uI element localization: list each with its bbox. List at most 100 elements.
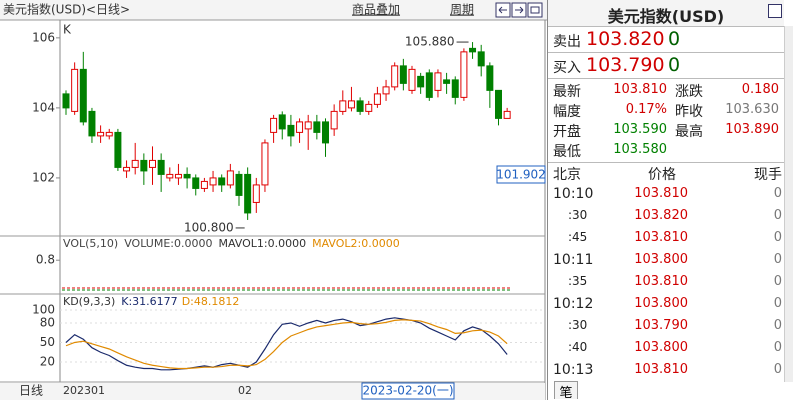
- column-header: 现手: [754, 167, 782, 183]
- tick-size: 0: [773, 318, 782, 333]
- panel-button[interactable]: [768, 4, 782, 18]
- candle-body: [486, 65, 494, 91]
- candle-body: [218, 177, 226, 186]
- candle-body: [425, 72, 433, 98]
- candle-body: [495, 89, 502, 119]
- button[interactable]: [527, 2, 543, 18]
- tick-price: 103.800: [634, 296, 688, 311]
- tick-size: 0: [773, 340, 782, 355]
- stat-value: 0.180: [741, 82, 779, 97]
- period-link[interactable]: 周期: [450, 3, 474, 17]
- quote-price: 103.820: [586, 28, 665, 50]
- candle-body: [149, 159, 156, 168]
- candle-body: [261, 142, 269, 186]
- candle-body: [296, 121, 304, 133]
- candle-body: [140, 159, 148, 172]
- candle-body: [105, 131, 113, 137]
- stat-label: 幅度: [553, 104, 581, 120]
- legend-text: D:48.1812: [182, 295, 240, 308]
- stat-label: 最低: [553, 144, 581, 160]
- candle-body: [339, 100, 347, 112]
- tick-size: 0: [773, 208, 782, 223]
- tick-time: :40: [568, 340, 588, 354]
- candle-body: [460, 51, 468, 98]
- quote-size: 0: [668, 28, 681, 50]
- top-bar: [0, 0, 547, 20]
- legend-text: MAVOL1:0.0000: [218, 237, 306, 250]
- pane-label: K: [63, 23, 72, 37]
- y-tick-label: 0.8: [36, 253, 55, 267]
- candle-body: [114, 131, 122, 168]
- sep: [548, 78, 784, 79]
- tick-size: 0: [773, 186, 782, 201]
- button-icon: [498, 6, 540, 14]
- candle-body: [209, 177, 217, 186]
- tick-price: 103.810: [634, 230, 688, 245]
- stat-label: 涨跌: [675, 84, 703, 100]
- period-label: 日线: [19, 384, 43, 398]
- candle-body: [200, 180, 208, 189]
- stat-value: 103.580: [613, 142, 667, 157]
- quote-size: 0: [668, 54, 681, 76]
- candle-body: [79, 68, 87, 123]
- candle-body: [71, 68, 79, 112]
- candle-body: [174, 173, 182, 179]
- tick-time: 10:13: [553, 362, 594, 378]
- overlay-link[interactable]: 商品叠加: [352, 2, 400, 17]
- candle-body: [304, 121, 312, 130]
- candle-body: [408, 68, 416, 91]
- tick-price: 103.820: [634, 208, 688, 223]
- tick-time: :35: [568, 274, 588, 288]
- indicator-line: [65, 317, 508, 371]
- legend-text: K:31.6177: [121, 295, 177, 308]
- quote-price: 103.790: [586, 54, 665, 76]
- y-tick-label: 50: [40, 335, 55, 349]
- window-buttons: [495, 2, 543, 18]
- candle-body: [373, 93, 381, 105]
- cursor-value: 101.902: [496, 168, 546, 182]
- tick-time: :45: [568, 230, 588, 244]
- stat-label: 开盘: [553, 124, 581, 140]
- y-tick-label: 104: [32, 100, 55, 114]
- candle-body: [313, 121, 321, 133]
- legend-text: VOLUME:0.0000: [124, 237, 212, 250]
- candle-body: [183, 173, 191, 179]
- tick-price: 103.810: [634, 362, 688, 377]
- y-tick-label: 80: [40, 316, 55, 330]
- window-title: 美元指数(USD)<日线>: [3, 2, 130, 17]
- tick-price: 103.800: [634, 252, 688, 267]
- legend-text: MAVOL2:0.0000: [312, 237, 400, 250]
- tick-time: 10:11: [553, 252, 594, 268]
- quote-label: 卖出: [553, 34, 581, 50]
- tick-time: :30: [568, 318, 588, 332]
- candle-body: [443, 79, 451, 84]
- candle-body: [434, 72, 442, 91]
- candle-body: [97, 131, 105, 137]
- candle-body: [192, 177, 200, 189]
- candle-body: [244, 173, 252, 214]
- stat-label: 昨收: [675, 104, 703, 120]
- tick-price: 103.810: [634, 274, 688, 289]
- stat-value: 0.17%: [625, 102, 667, 117]
- tick-price: 103.800: [634, 340, 688, 355]
- chart: 美元指数(USD)<日线> 商品叠加 周期 日线 202301 02 2023-…: [0, 0, 547, 400]
- tick-price: 103.790: [634, 318, 688, 333]
- candle-body: [62, 93, 70, 109]
- stat-label: 最新: [553, 84, 581, 100]
- candle-body: [226, 170, 234, 186]
- candle-body: [88, 110, 96, 137]
- candle-body: [166, 173, 174, 179]
- column-header: 价格: [648, 167, 676, 183]
- tab[interactable]: 笔: [554, 381, 578, 400]
- candle-body: [356, 100, 364, 112]
- max-label: 105.880: [405, 35, 455, 49]
- tick-size: 0: [773, 252, 782, 267]
- candle-body: [235, 173, 243, 196]
- tick-time: 10:12: [553, 296, 594, 312]
- stat-label: 最高: [675, 124, 703, 140]
- y-tick-label: 102: [32, 170, 55, 184]
- candle-body: [157, 159, 165, 175]
- sep: [548, 26, 784, 27]
- indicator-title: KD(9,3,3): [63, 295, 115, 308]
